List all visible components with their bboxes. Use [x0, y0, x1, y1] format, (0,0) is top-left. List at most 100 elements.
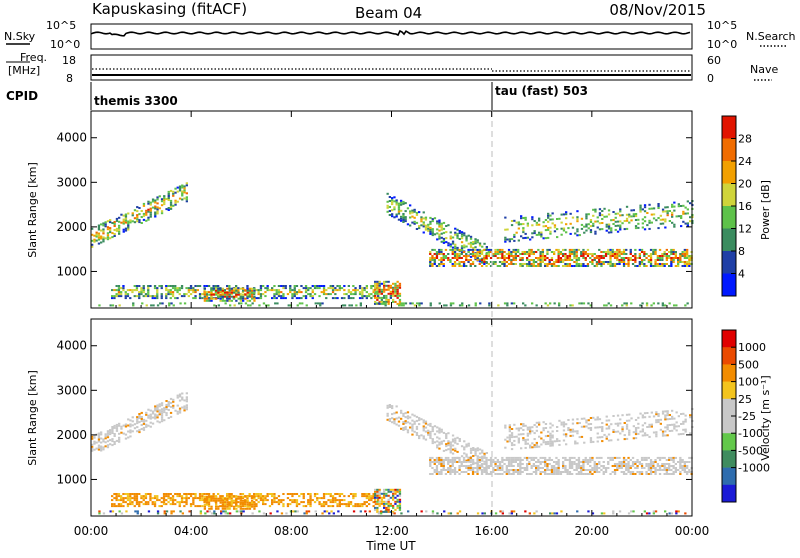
heatmap-cell — [670, 456, 673, 459]
heatmap-cell — [356, 505, 359, 508]
heatmap-cell — [440, 248, 443, 251]
heatmap-cell — [438, 437, 441, 440]
heatmap-cell — [388, 206, 391, 208]
heatmap-cell — [504, 238, 507, 241]
heatmap-cell — [117, 285, 121, 287]
heatmap-cell — [587, 419, 590, 422]
heatmap-cell — [526, 465, 529, 467]
heatmap-cell — [478, 242, 482, 245]
heatmap-cell — [655, 419, 658, 422]
heatmap-cell — [113, 441, 116, 443]
heatmap-cell — [614, 430, 617, 433]
heatmap-cell — [356, 289, 359, 292]
heatmap-cell — [645, 463, 648, 465]
heatmap-cell — [648, 207, 651, 210]
heatmap-cell — [438, 459, 441, 461]
heatmap-cell — [458, 253, 461, 255]
heatmap-cell — [147, 208, 150, 211]
heatmap-cell — [160, 410, 164, 413]
heatmap-cell — [573, 248, 576, 251]
heatmap-cell — [507, 263, 511, 265]
heatmap-cell — [576, 216, 579, 219]
heatmap-cell — [242, 501, 245, 504]
heatmap-cell — [248, 507, 252, 510]
heatmap-cell — [345, 503, 348, 506]
heatmap-cell — [246, 501, 249, 504]
heatmap-cell — [397, 212, 401, 215]
heatmap-cell — [517, 465, 520, 467]
heatmap-cell — [228, 295, 231, 298]
heatmap-cell — [668, 512, 671, 515]
heatmap-cell — [131, 424, 134, 427]
heatmap-cell — [677, 433, 680, 436]
heatmap-cell — [235, 499, 238, 502]
heatmap-cell — [429, 253, 432, 255]
heatmap-cell — [372, 289, 375, 292]
heatmap-cell — [675, 411, 678, 414]
heatmap-cell — [575, 257, 578, 259]
heatmap-cell — [535, 265, 538, 267]
heatmap-cell — [589, 221, 593, 223]
heatmap-cell — [442, 469, 445, 471]
heatmap-cell — [664, 418, 667, 421]
heatmap-cell — [230, 503, 233, 506]
heatmap-cell — [273, 297, 276, 300]
heatmap-cell — [374, 302, 377, 305]
heatmap-cell — [354, 495, 357, 498]
heatmap-cell — [280, 291, 283, 294]
heatmap-cell — [404, 210, 407, 213]
heatmap-cell — [392, 286, 395, 289]
heatmap-cell — [244, 289, 247, 292]
heatmap-cell — [625, 219, 629, 222]
heatmap-cell — [539, 261, 542, 263]
heatmap-cell — [664, 414, 667, 417]
heatmap-cell — [577, 465, 581, 467]
heatmap-cell — [100, 241, 103, 244]
heatmap-cell — [152, 304, 155, 307]
heatmap-cell — [131, 503, 134, 506]
heatmap-cell — [640, 459, 644, 461]
heatmap-cell — [133, 497, 136, 500]
heatmap-cell — [586, 265, 590, 267]
heatmap-cell — [154, 407, 157, 410]
heatmap-cell — [273, 285, 276, 287]
heatmap-cell — [585, 215, 588, 218]
heatmap-cell — [548, 261, 551, 263]
heatmap-cell — [636, 265, 639, 267]
heatmap-cell — [374, 508, 377, 511]
heatmap-cell — [129, 501, 132, 504]
heatmap-cell — [391, 421, 394, 424]
heatmap-cell — [224, 302, 227, 305]
heatmap-cell — [147, 424, 150, 427]
heatmap-cell — [522, 429, 525, 431]
x-axis-ticks: 00:00 04:00 08:00 12:00 16:00 20:00 00:00 — [74, 111, 709, 538]
heatmap-cell — [322, 495, 326, 498]
heatmap-cell — [471, 473, 475, 475]
heatmap-cell — [406, 415, 410, 418]
heatmap-cell — [160, 420, 164, 423]
heatmap-cell — [517, 439, 520, 442]
heatmap-cell — [291, 501, 294, 504]
heatmap-cell — [156, 410, 159, 413]
heatmap-cell — [607, 439, 611, 442]
heatmap-cell — [376, 510, 379, 513]
heatmap-cell — [147, 408, 150, 411]
heatmap-cell — [510, 224, 514, 227]
heatmap-cell — [526, 253, 529, 255]
heatmap-cell — [514, 248, 517, 251]
heatmap-cell — [160, 285, 163, 287]
heatmap-cell — [460, 261, 463, 263]
heatmap-cell — [111, 297, 114, 300]
heatmap-cell — [573, 469, 576, 471]
heatmap-cell — [440, 261, 443, 263]
heatmap-cell — [522, 229, 525, 232]
heatmap-cell — [378, 284, 381, 287]
heatmap-cell — [229, 304, 232, 307]
heatmap-cell — [413, 414, 416, 417]
heatmap-cell — [519, 471, 522, 473]
heatmap-cell — [316, 285, 319, 287]
heatmap-cell — [664, 434, 667, 437]
heatmap-cell — [679, 253, 682, 255]
heatmap-cell — [100, 449, 103, 452]
heatmap-cell — [169, 497, 172, 500]
